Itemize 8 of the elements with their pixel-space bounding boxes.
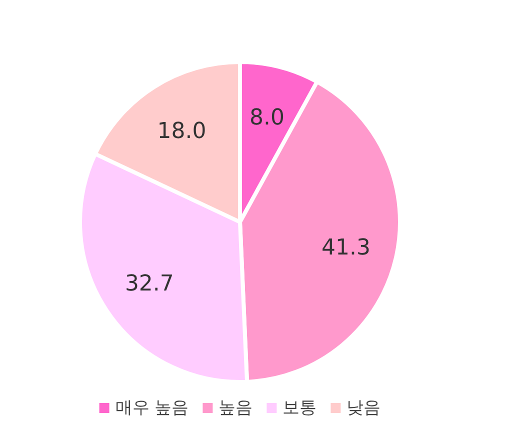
legend-label: 낮음 — [346, 398, 381, 418]
data-label: 41.3 — [321, 236, 370, 261]
data-label: 18.0 — [157, 119, 206, 144]
legend-label: 높음 — [218, 398, 253, 418]
data-label: 32.7 — [124, 271, 174, 296]
legend-label: 보통 — [282, 398, 317, 418]
data-label: 8.0 — [250, 106, 285, 131]
legend-label: 매우 높음 — [115, 398, 189, 418]
